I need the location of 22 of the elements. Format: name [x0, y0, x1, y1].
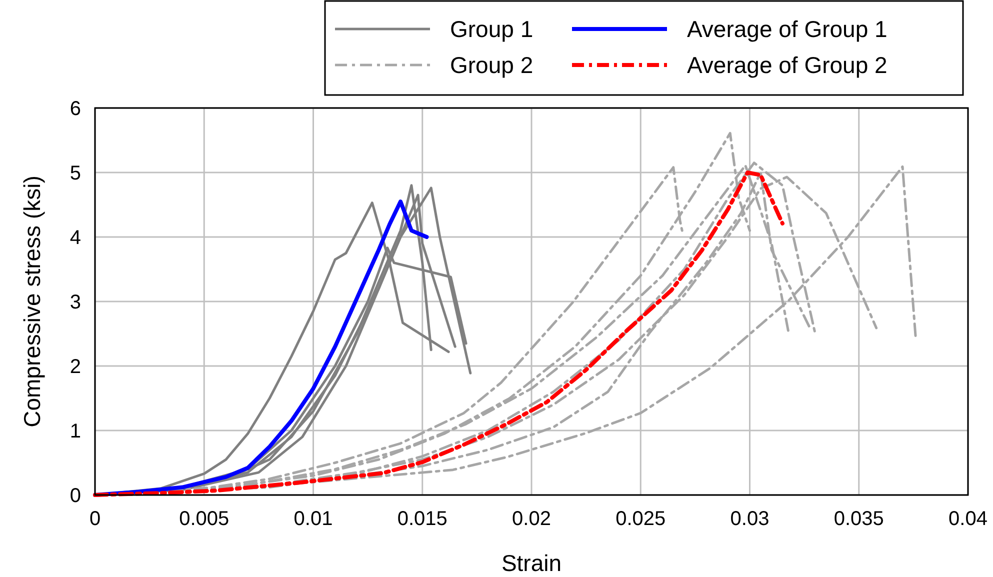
y-axis-title: Compressive stress (ksi) [19, 176, 45, 428]
y-tick-label: 0 [70, 485, 81, 507]
y-tick-label: 5 [70, 162, 81, 184]
x-tick-label: 0.035 [834, 508, 884, 530]
legend-label: Group 1 [450, 16, 534, 42]
x-tick-label: 0 [89, 508, 101, 530]
y-tick-label: 3 [70, 292, 81, 314]
x-tick-label: 0.03 [730, 508, 770, 530]
y-tick-label: 6 [70, 98, 81, 120]
x-axis-title: Strain [501, 550, 562, 576]
y-tick-label: 1 [70, 420, 81, 442]
x-tick-label: 0.02 [512, 508, 551, 530]
x-tick-label: 0.04 [948, 508, 988, 530]
y-tick-label: 4 [70, 227, 81, 249]
x-tick-label: 0.01 [294, 508, 333, 530]
x-tick-label: 0.005 [179, 508, 230, 530]
y-tick-label: 2 [70, 356, 81, 378]
legend-label: Average of Group 1 [687, 16, 888, 42]
x-tick-label: 0.015 [397, 508, 448, 530]
legend-label: Group 2 [450, 52, 534, 78]
legend-label: Average of Group 2 [687, 52, 888, 78]
x-tick-label: 0.025 [616, 508, 666, 530]
